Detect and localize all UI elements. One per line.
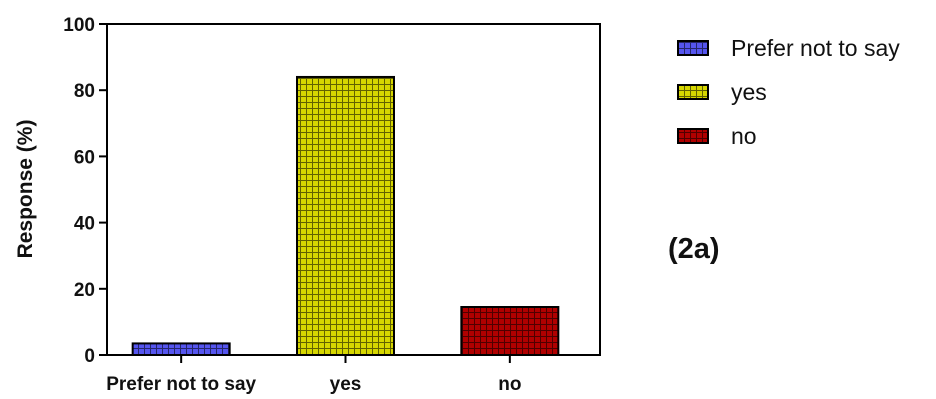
legend: Prefer not to say yes no — [677, 35, 900, 149]
y-tick-label: 0 — [84, 346, 95, 367]
x-axis: Prefer not to say yes no — [106, 355, 521, 395]
x-tick-label: no — [498, 374, 521, 395]
y-tick-label: 100 — [63, 15, 95, 36]
legend-swatch — [677, 128, 709, 144]
y-tick-label: 80 — [74, 81, 95, 102]
legend-label: Prefer not to say — [731, 35, 900, 61]
y-tick-label: 20 — [74, 280, 95, 301]
legend-label: no — [731, 123, 757, 149]
bars-group — [131, 75, 560, 357]
x-tick-label: yes — [330, 374, 362, 395]
y-tick-label: 60 — [74, 147, 95, 168]
y-axis-title: Response (%) — [14, 120, 37, 259]
legend-swatch — [677, 84, 709, 100]
y-tick-label: 40 — [74, 214, 95, 235]
panel-label: (2a) — [668, 233, 720, 265]
bar-prefer-not-to-say — [131, 342, 231, 357]
y-axis: 0 20 40 60 80 100 — [63, 15, 107, 367]
legend-label: yes — [731, 79, 767, 105]
bar-yes — [296, 75, 395, 357]
x-tick-label: Prefer not to say — [106, 374, 256, 395]
bar-no — [460, 306, 560, 357]
legend-swatch — [677, 40, 709, 56]
